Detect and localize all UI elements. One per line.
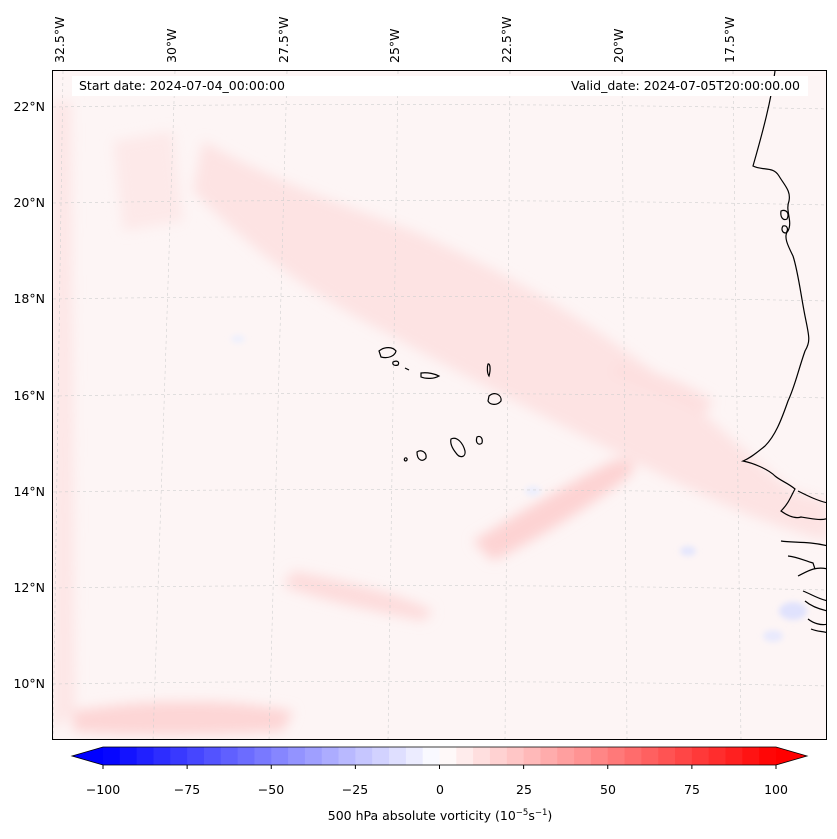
colorbar-segment: [691, 747, 710, 765]
island-sao-vicente: [392, 360, 400, 366]
colorbar-extend-max: [776, 747, 807, 765]
colorbar-segment: [574, 747, 592, 765]
valid-date-label: Valid_date: 2024-07-05T20:00:00.00: [570, 78, 800, 93]
island-sao-nicolau: [420, 372, 441, 379]
colorbar-segment: [187, 747, 205, 765]
lon-label-27-5w: 27.5°W: [276, 16, 291, 63]
colorbar-segment: [725, 747, 743, 765]
colorbar-tick-100: 100: [764, 782, 788, 797]
graticule: [53, 71, 826, 739]
island-maio: [475, 435, 483, 445]
colorbar-tick-50: 50: [600, 782, 616, 797]
lat-label-18n: 18°N: [13, 291, 45, 306]
colorbar-segment: [742, 747, 760, 765]
colorbar-segment: [405, 747, 424, 765]
colorbar: [70, 746, 809, 769]
colorbar-segment: [590, 747, 609, 765]
colorbar-tick-75: 75: [684, 782, 700, 797]
colorbar-segment: [304, 747, 323, 765]
colorbar-segment: [607, 747, 626, 765]
lat-label-14n: 14°N: [13, 484, 45, 499]
colorbar-segment: [372, 747, 390, 765]
cape-verde-islands: [378, 347, 502, 462]
colorbar-segment: [103, 747, 121, 765]
colorbar-segment: [170, 747, 188, 765]
colorbar-segment: [288, 747, 306, 765]
colorbar-segment: [557, 747, 575, 765]
colorbar-segment: [119, 747, 138, 765]
lon-label-25w: 25°W: [387, 28, 402, 63]
colorbar-segment: [624, 747, 642, 765]
lon-label-17-5w: 17.5°W: [722, 16, 737, 63]
colorbar-tick-0: 0: [436, 782, 444, 797]
colorbar-segment: [355, 747, 373, 765]
lon-label-32-5w: 32.5°W: [52, 16, 67, 63]
colorbar-segment: [506, 747, 525, 765]
colorbar-tick-neg75: −75: [173, 782, 201, 797]
colorbar-tick-25: 25: [516, 782, 532, 797]
colorbar-segment: [321, 747, 340, 765]
positive-vorticity-regions: [53, 101, 826, 735]
island-brava: [403, 457, 408, 462]
colorbar-segment: [473, 747, 491, 765]
colorbar-segments: [70, 746, 809, 766]
colorbar-segment: [708, 747, 727, 765]
colorbar-segment: [456, 747, 474, 765]
colorbar-segment: [220, 747, 239, 765]
colorbar-segment: [675, 747, 693, 765]
colorbar-segment: [389, 747, 407, 765]
colorbar-segment: [203, 747, 222, 765]
negative-vorticity-regions: [231, 335, 807, 642]
date-annotation-bar: Start date: 2024-07-04_00:00:00 Valid_da…: [72, 76, 808, 96]
colorbar-tick-neg100: −100: [85, 782, 121, 797]
colorbar-label: 500 hPa absolute vorticity (10−5s−1): [327, 808, 553, 824]
island-boa-vista: [487, 393, 502, 405]
colorbar-tick-marks: [102, 765, 777, 769]
colorbar-tick-neg25: −25: [341, 782, 369, 797]
lon-label-20w: 20°W: [611, 28, 626, 63]
lon-label-30w: 30°W: [164, 28, 179, 63]
colorbar-segment: [489, 747, 508, 765]
lat-label-10n: 10°N: [13, 676, 45, 691]
start-date-label: Start date: 2024-07-04_00:00:00: [79, 78, 285, 93]
colorbar-segment: [658, 747, 676, 765]
lat-label-16n: 16°N: [13, 388, 45, 403]
colorbar-segment: [237, 747, 255, 765]
colorbar-segment: [422, 747, 440, 765]
colorbar-segment: [759, 747, 777, 765]
colorbar-extend-min: [72, 747, 103, 765]
island-sal: [486, 363, 491, 378]
lat-label-12n: 12°N: [13, 580, 45, 595]
island-santo-antao: [378, 347, 397, 359]
island-santa-luzia: [404, 367, 410, 371]
island-fogo: [416, 450, 427, 461]
colorbar-segment: [540, 747, 558, 765]
colorbar-segment: [641, 747, 659, 765]
vorticity-map: [52, 70, 827, 740]
colorbar-segment: [153, 747, 171, 765]
colorbar-segment: [254, 747, 272, 765]
colorbar-segment: [439, 747, 457, 765]
colorbar-tick-neg50: −50: [257, 782, 285, 797]
lat-label-22n: 22°N: [13, 99, 45, 114]
colorbar-segment: [338, 747, 356, 765]
africa-coastline: [740, 71, 826, 633]
lat-label-20n: 20°N: [13, 195, 45, 210]
colorbar-segment: [271, 747, 289, 765]
colorbar-segment: [136, 747, 154, 765]
map-canvas: [53, 71, 826, 739]
lon-label-22-5w: 22.5°W: [499, 16, 514, 63]
colorbar-segment: [523, 747, 541, 765]
island-santiago: [450, 437, 466, 458]
